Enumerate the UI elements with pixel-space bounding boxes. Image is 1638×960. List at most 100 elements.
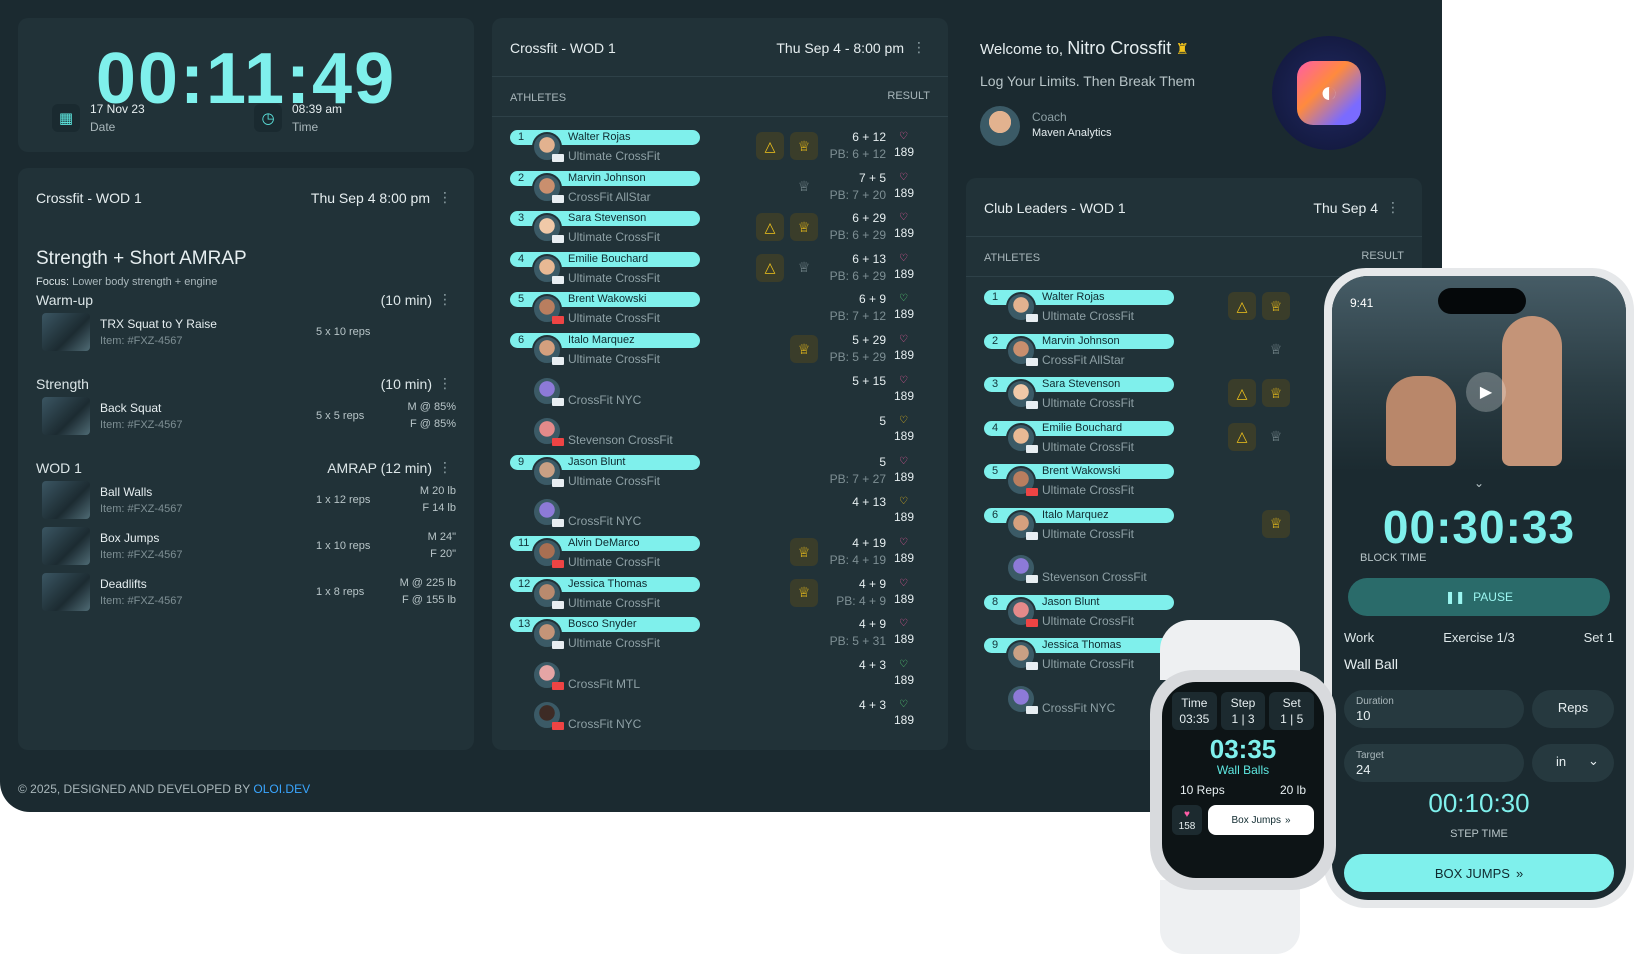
exercise-row[interactable]: Back Squat Item: #FXZ-4567 5 x 5 reps M @ 8… <box>42 396 456 436</box>
date-meta: ▦ 17 Nov 23 Date <box>52 102 145 134</box>
exercise-thumbnail <box>42 313 90 351</box>
athlete-row[interactable]: 6 Italo Marquez Ultimate CrossFit ♕ 5 + 29 PB… <box>510 333 930 371</box>
clock-icon: ◷ <box>254 104 282 132</box>
section-menu-icon[interactable]: ⋮ <box>438 459 452 475</box>
exercise-reps: 1 x 8 reps <box>316 586 365 598</box>
medal-icon[interactable]: ♕ <box>1262 509 1290 538</box>
exercise-name: Box Jumps <box>100 531 160 545</box>
developer-link[interactable]: OLOI.DEV <box>253 782 311 796</box>
section-name: Warm-up <box>36 292 94 308</box>
athlete-row[interactable]: 9 Jessica Thomas Ultimate CrossFit <box>984 638 1404 676</box>
athlete-row[interactable]: 5 Brent Wakowski Ultimate CrossFit 6 + 9 PB:… <box>510 292 930 330</box>
section-header: WOD 1 AMRAP (12 min) <box>36 460 446 476</box>
warning-icon[interactable]: △ <box>1228 292 1256 320</box>
athlete-heart-rate: 189 <box>893 591 914 606</box>
exercise-load: M 24" F 20" <box>427 531 456 560</box>
athlete-name: Jessica Thomas <box>568 577 648 590</box>
medal-icon[interactable]: ♕ <box>790 578 818 607</box>
athlete-row[interactable]: 1 Walter Rojas Ultimate CrossFit △ ♕ <box>984 290 1404 328</box>
exercise-row[interactable]: Ball Walls Item: #FXZ-4567 1 x 12 reps M 20… <box>42 480 456 520</box>
athlete-row[interactable]: 9 Jason Blunt Ultimate CrossFit 5 PB: 7 + 27… <box>510 454 930 493</box>
time-label: Time <box>292 120 319 134</box>
athlete-row[interactable]: 1 Walter Rojas Ultimate CrossFit △ ♕ 6 + 12 PB… <box>510 130 930 168</box>
athlete-row[interactable]: 12 Jessica Thomas Ultimate CrossFit ♕ 4 + 9 P… <box>510 576 930 615</box>
athlete-rank: 2 <box>992 334 999 347</box>
athlete-row[interactable]: Stevenson CrossFit 5 ♡ 189 <box>510 414 930 452</box>
heart-rate-icon: ♡ <box>899 658 908 670</box>
athlete-personal-best: PB: 7 + 27 <box>829 471 886 486</box>
chevron-down-icon[interactable]: ⌄ <box>1473 476 1485 490</box>
play-icon[interactable]: ▶ <box>1466 372 1506 412</box>
athlete-row[interactable]: Stevenson CrossFit <box>984 551 1404 589</box>
flag-icon <box>552 600 564 609</box>
unit-select[interactable]: in ⌄ <box>1532 744 1614 782</box>
exercise-row[interactable]: TRX Squat to Y Raise Item: #FXZ-4567 5 x 1… <box>42 312 456 352</box>
athlete-row[interactable]: 11 Alvin DeMarco Ultimate CrossFit ♕ 4 + 19 P… <box>510 536 930 574</box>
next-exercise-button[interactable]: BOX JUMPS» <box>1344 854 1614 892</box>
phone-mockup: ▶ 9:41 ⌄ 00:30:33 BLOCK TIME ❚❚ PAUSE Wor… <box>1324 268 1634 908</box>
reps-selector[interactable]: Reps <box>1532 690 1614 728</box>
medal-icon[interactable]: ♕ <box>790 335 818 363</box>
warning-icon[interactable]: △ <box>1228 379 1256 407</box>
warning-icon[interactable]: △ <box>756 253 784 282</box>
wod-menu-icon[interactable]: ⋮ <box>438 189 452 205</box>
medal-icon[interactable]: ♕ <box>790 213 818 242</box>
athlete-score: 5 <box>879 454 886 469</box>
athlete-club: Ultimate CrossFit <box>1042 396 1135 410</box>
medal-icon[interactable]: ♕ <box>1269 428 1283 444</box>
warning-icon[interactable]: △ <box>756 213 784 242</box>
athlete-row[interactable]: CrossFit NYC 4 + 13 ♡ 189 <box>510 495 930 533</box>
exercise-name: Ball Walls <box>100 485 153 499</box>
coach-avatar <box>980 106 1020 146</box>
athlete-row[interactable]: 2 Marvin Johnson CrossFit AllStar ♕ 7 + 5 PB:… <box>510 170 930 209</box>
medal-icon[interactable]: ♕ <box>797 259 811 276</box>
athlete-row[interactable]: CrossFit MTL 4 + 3 ♡ 189 <box>510 658 930 696</box>
coach-label: Coach <box>1032 110 1067 124</box>
warning-icon[interactable]: △ <box>1228 422 1256 451</box>
athlete-score: 7 + 5 <box>858 170 886 185</box>
athlete-row[interactable]: 3 Sara Stevenson Ultimate CrossFit △ ♕ <box>984 377 1404 415</box>
medal-icon[interactable]: ♕ <box>790 132 818 160</box>
flag-icon <box>1026 531 1038 540</box>
athlete-row[interactable]: CrossFit NYC 5 + 15 ♡ 189 <box>510 374 930 412</box>
heart-rate-icon: ♡ <box>899 699 908 711</box>
club-leaders-menu-icon[interactable]: ⋮ <box>1386 199 1400 215</box>
athlete-name: Italo Marquez <box>568 334 635 346</box>
leaderboard-menu-icon[interactable]: ⋮ <box>912 39 926 55</box>
athlete-row[interactable]: 6 Italo Marquez Ultimate CrossFit ♕ <box>984 507 1404 546</box>
exercise-row[interactable]: Deadlifts Item: #FXZ-4567 1 x 8 reps M @ 22… <box>42 572 456 612</box>
athlete-row[interactable]: CrossFit NYC <box>984 682 1404 720</box>
tagline: Log Your Limits. Then Break Them <box>980 73 1196 89</box>
medal-icon[interactable]: ♕ <box>790 538 818 566</box>
athlete-row[interactable]: 4 Emilie Bouchard Ultimate CrossFit △ ♕ 6 + 1… <box>510 251 930 290</box>
watch-time-cell: Time 03:35 <box>1172 692 1217 730</box>
athlete-row[interactable]: 2 Marvin Johnson CrossFit AllStar ♕ <box>984 333 1404 372</box>
athlete-row[interactable]: CrossFit NYC 4 + 3 ♡ 189 <box>510 698 930 736</box>
athlete-personal-best: PB: 5 + 29 <box>829 350 886 364</box>
duration-field[interactable]: Duration 10 <box>1344 690 1524 728</box>
section-menu-icon[interactable]: ⋮ <box>438 375 452 391</box>
warning-icon[interactable]: △ <box>756 132 784 160</box>
medal-icon[interactable]: ♕ <box>1269 341 1283 357</box>
target-field[interactable]: Target 24 <box>1344 744 1524 782</box>
athlete-row[interactable]: 3 Sara Stevenson Ultimate CrossFit △ ♕ 6 + 29… <box>510 211 930 249</box>
exercise-item-code: Item: #FXZ-4567 <box>100 419 183 431</box>
exercise-row[interactable]: Box Jumps Item: #FXZ-4567 1 x 10 reps M 24"… <box>42 526 456 566</box>
wod-title: Crossfit - WOD 1 <box>36 190 142 206</box>
athlete-heart-rate: 189 <box>893 713 914 728</box>
medal-icon[interactable]: ♕ <box>1262 292 1290 320</box>
exercise-video[interactable]: ▶ <box>1332 276 1626 472</box>
welcome-text: Welcome to, Nitro Crossfit ♜ <box>980 38 1189 58</box>
watch-next-button[interactable]: Box Jumps» <box>1208 805 1314 835</box>
medal-icon[interactable]: ♕ <box>797 178 811 195</box>
medal-icon[interactable]: ♕ <box>1262 379 1290 407</box>
flag-icon <box>1026 662 1038 670</box>
heart-icon: ♥ <box>1184 809 1190 820</box>
athlete-row[interactable]: 4 Emilie Bouchard Ultimate CrossFit △ ♕ <box>984 420 1404 459</box>
pause-button[interactable]: ❚❚ PAUSE <box>1348 578 1610 616</box>
athlete-row[interactable]: 13 Bosco Snyder Ultimate CrossFit 4 + 9 PB: … <box>510 617 930 655</box>
athlete-row[interactable]: 5 Brent Wakowski Ultimate CrossFit <box>984 464 1404 502</box>
athlete-row[interactable]: 8 Jason Blunt Ultimate CrossFit <box>984 594 1404 633</box>
section-menu-icon[interactable]: ⋮ <box>438 291 452 307</box>
athlete-club: Ultimate CrossFit <box>1042 657 1135 671</box>
